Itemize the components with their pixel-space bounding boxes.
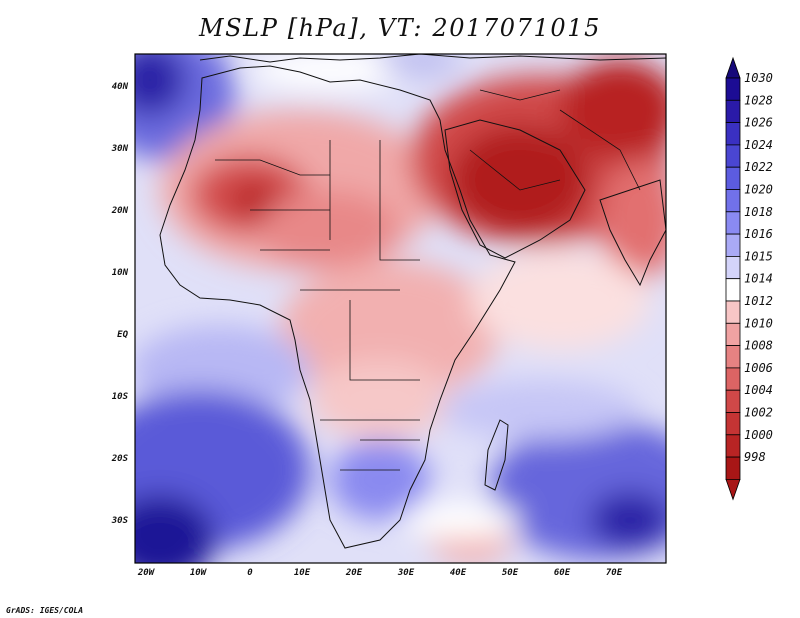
india-coastline — [599, 179, 666, 287]
colorbar-label: 1018 — [744, 205, 773, 219]
lon-label: 40E — [450, 568, 467, 578]
colorbar-swatch — [725, 322, 741, 346]
colorbar-swatch — [725, 278, 741, 302]
colorbar-swatch — [725, 99, 741, 124]
colorbar-swatch — [725, 189, 741, 213]
lat-label: 20S — [111, 454, 129, 464]
colorbar-swatch — [725, 412, 741, 436]
colorbar-swatch — [725, 255, 741, 280]
colorbar-swatch — [725, 77, 741, 101]
grads-credit: GrADS: IGES/COLA — [6, 606, 84, 615]
colorbar-label: 1000 — [744, 428, 773, 442]
colorbar-swatch — [725, 166, 741, 190]
lon-label: 10W — [190, 568, 208, 578]
colorbar-swatch — [725, 389, 741, 413]
colorbar-label: 1012 — [744, 294, 773, 308]
lat-label: EQ — [117, 330, 128, 340]
colorbar-label: 998 — [744, 450, 766, 464]
lon-axis: 20W 10W 0 10E 20E 30E 40E 50E 60E 70E — [137, 568, 623, 578]
lon-label: 50E — [502, 568, 519, 578]
pressure-field — [135, 54, 666, 563]
arabia-coastline — [444, 119, 586, 259]
colorbar-swatch — [725, 144, 741, 168]
lat-label: 20N — [111, 206, 129, 216]
lat-axis: 40N 30N 20N 10N EQ 10S 20S 30S — [111, 82, 129, 526]
colorbar-swatch — [725, 456, 741, 480]
plot-frame — [134, 53, 667, 564]
lon-label: 70E — [606, 568, 623, 578]
lon-label: 60E — [554, 568, 571, 578]
colorbar-bottom-arrow — [725, 478, 741, 501]
colorbar-label: 1008 — [744, 339, 773, 353]
colorbar-label: 1022 — [744, 160, 773, 174]
africa-coastline — [159, 65, 516, 549]
colorbar-swatch — [725, 211, 741, 235]
colorbar-swatch — [725, 434, 741, 458]
colorbar: 1030 1028 1026 1024 1022 1020 1018 1016 1015 1014… — [725, 56, 773, 501]
colorbar-label: 1016 — [744, 227, 773, 241]
lat-label: 40N — [112, 82, 129, 92]
colorbar-label: 1014 — [744, 272, 773, 286]
colorbar-label: 1024 — [744, 138, 773, 152]
colorbar-label: 1026 — [744, 116, 773, 130]
lat-label: 10S — [112, 392, 129, 402]
colorbar-swatch — [725, 367, 741, 391]
coastlines — [159, 54, 666, 549]
colorbar-top-arrow — [725, 56, 741, 79]
lat-label: 30N — [111, 144, 129, 154]
country-borders — [215, 89, 641, 471]
lon-label: 0 — [247, 568, 253, 578]
europe-coastline — [199, 54, 666, 63]
colorbar-swatch — [725, 300, 741, 324]
madagascar-coastline — [484, 419, 509, 491]
lon-label: 10E — [294, 568, 311, 578]
colorbar-label: 1030 — [744, 71, 773, 85]
colorbar-label: 1010 — [744, 316, 773, 330]
colorbar-swatch — [725, 345, 741, 369]
lon-label: 20E — [345, 568, 363, 578]
lon-label: 20W — [137, 568, 156, 578]
lat-label: 10N — [112, 268, 129, 278]
lon-label: 30E — [397, 568, 415, 578]
colorbar-label: 1002 — [744, 406, 773, 420]
map-title: MSLP [hPa], VT: 2017071015 — [198, 14, 602, 42]
lat-label: 30S — [111, 516, 129, 526]
colorbar-swatch — [725, 233, 741, 257]
colorbar-label: 1006 — [744, 361, 773, 375]
colorbar-label: 1004 — [744, 383, 773, 397]
colorbar-label: 1020 — [744, 183, 773, 197]
colorbar-label: 1028 — [744, 93, 773, 107]
colorbar-swatch — [725, 122, 741, 146]
colorbar-label: 1015 — [744, 249, 773, 263]
